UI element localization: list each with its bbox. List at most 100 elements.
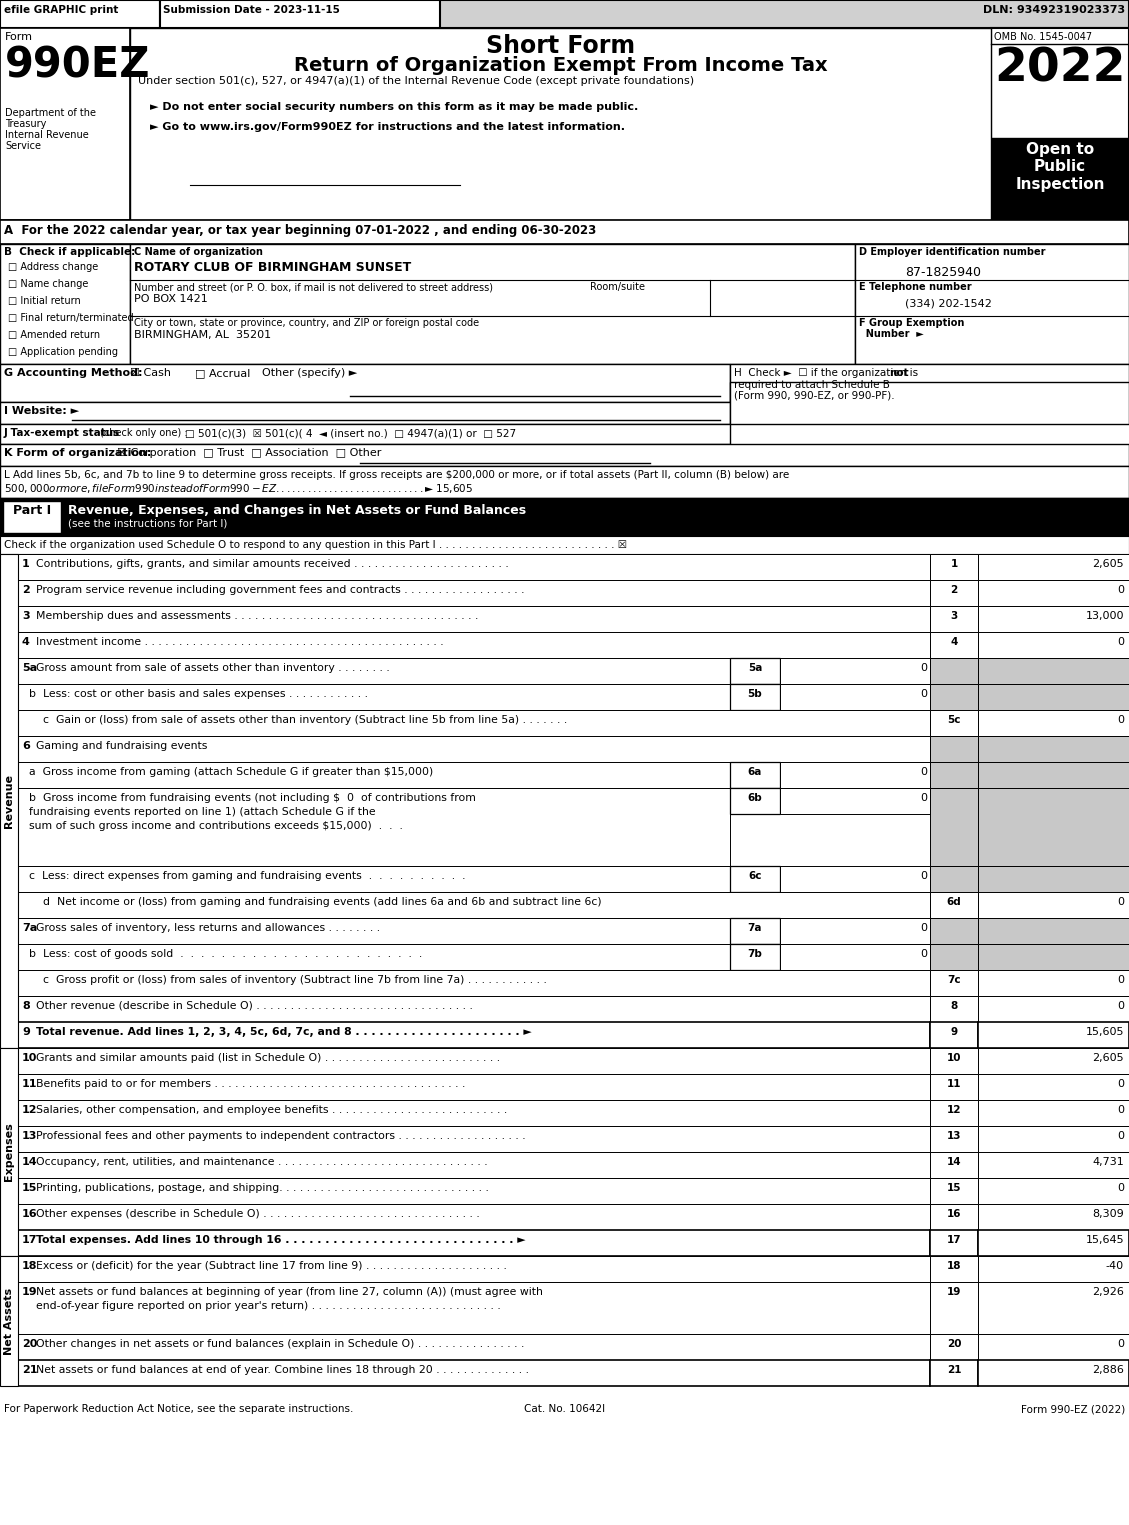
Text: 11: 11 [21, 1080, 37, 1089]
Bar [978, 554, 1129, 580]
Text: BIRMINGHAM, AL  35201: BIRMINGHAM, AL 35201 [134, 329, 271, 340]
Text: (334) 202-1542: (334) 202-1542 [905, 299, 992, 310]
Text: 0: 0 [920, 871, 927, 881]
Text: 14: 14 [947, 1157, 961, 1167]
Bar [978, 1151, 1129, 1177]
Bar [930, 1125, 978, 1151]
Text: Part I: Part I [12, 503, 51, 517]
Text: DLN: 93492319023373: DLN: 93492319023373 [983, 5, 1124, 15]
Text: Net Assets: Net Assets [5, 1287, 14, 1354]
Text: 0: 0 [920, 689, 927, 698]
Bar [18, 1022, 930, 1048]
Text: 5a: 5a [747, 663, 762, 673]
Text: $500,000 or more, file Form 990 instead of Form 990-EZ . . . . . . . . . . . . .: $500,000 or more, file Form 990 instead … [5, 482, 473, 496]
Bar [18, 554, 930, 580]
Bar [978, 1283, 1129, 1334]
Bar [978, 1100, 1129, 1125]
Text: Program service revenue including government fees and contracts . . . . . . . . : Program service revenue including govern… [36, 586, 525, 595]
Text: ► Go to www.irs.gov/Form990EZ for instructions and the latest information.: ► Go to www.irs.gov/Form990EZ for instru… [150, 122, 625, 133]
Text: Investment income . . . . . . . . . . . . . . . . . . . . . . . . . . . . . . . : Investment income . . . . . . . . . . . … [36, 637, 444, 647]
Text: 1: 1 [951, 560, 957, 569]
Text: Other (specify) ►: Other (specify) ► [262, 368, 357, 378]
Text: 8: 8 [951, 1000, 957, 1011]
Bar [930, 711, 978, 737]
Text: end-of-year figure reported on prior year's return) . . . . . . . . . . . . . . : end-of-year figure reported on prior yea… [36, 1301, 501, 1312]
Text: Revenue: Revenue [5, 775, 14, 828]
Bar [18, 1283, 930, 1334]
Text: 13,000: 13,000 [1085, 612, 1124, 621]
Text: 6: 6 [21, 741, 29, 750]
Text: 15,645: 15,645 [1085, 1235, 1124, 1244]
Bar [930, 1048, 978, 1074]
Bar [930, 1151, 978, 1177]
Bar [0, 424, 730, 444]
Text: Under section 501(c), 527, or 4947(a)(1) of the Internal Revenue Code (except pr: Under section 501(c), 527, or 4947(a)(1)… [138, 76, 694, 85]
Text: Submission Date - 2023-11-15: Submission Date - 2023-11-15 [163, 5, 340, 15]
Text: Treasury: Treasury [5, 119, 46, 130]
Text: Salaries, other compensation, and employee benefits . . . . . . . . . . . . . . : Salaries, other compensation, and employ… [36, 1106, 507, 1115]
Text: 6d: 6d [946, 897, 962, 907]
Text: City or town, state or province, country, and ZIP or foreign postal code: City or town, state or province, country… [134, 319, 479, 328]
Bar [18, 996, 930, 1022]
Text: □ Final return/terminated: □ Final return/terminated [8, 313, 133, 323]
Bar [978, 1257, 1129, 1283]
Text: For Paperwork Reduction Act Notice, see the separate instructions.: For Paperwork Reduction Act Notice, see … [5, 1405, 353, 1414]
Bar [930, 944, 978, 970]
Text: 7a: 7a [21, 923, 37, 933]
Bar [18, 657, 730, 685]
Bar [930, 657, 978, 685]
Text: 6a: 6a [747, 767, 762, 778]
Text: not: not [889, 368, 909, 378]
Bar [18, 866, 730, 892]
Text: H  Check ►  ☐ if the organization is: H Check ► ☐ if the organization is [734, 368, 921, 378]
Text: d  Net income or (loss) from gaming and fundraising events (add lines 6a and 6b : d Net income or (loss) from gaming and f… [36, 897, 602, 907]
Text: 19: 19 [21, 1287, 37, 1296]
Bar [730, 944, 780, 970]
Bar [978, 918, 1129, 944]
Text: K Form of organization:: K Form of organization: [5, 448, 151, 458]
Text: 8,309: 8,309 [1092, 1209, 1124, 1218]
Text: 13: 13 [21, 1132, 37, 1141]
Bar [0, 535, 1129, 554]
Bar [18, 1125, 930, 1151]
Bar [0, 1257, 18, 1386]
Bar [18, 970, 930, 996]
Text: Other expenses (describe in Schedule O) . . . . . . . . . . . . . . . . . . . . : Other expenses (describe in Schedule O) … [36, 1209, 480, 1218]
Text: a  Gross income from gaming (attach Schedule G if greater than $15,000): a Gross income from gaming (attach Sched… [21, 767, 434, 778]
Bar [930, 1074, 978, 1100]
Bar [978, 1125, 1129, 1151]
Bar [978, 631, 1129, 657]
Bar [780, 657, 930, 685]
Text: Revenue, Expenses, and Changes in Net Assets or Fund Balances: Revenue, Expenses, and Changes in Net As… [68, 503, 526, 517]
Text: 17: 17 [21, 1235, 37, 1244]
Text: Gross sales of inventory, less returns and allowances . . . . . . . .: Gross sales of inventory, less returns a… [36, 923, 380, 933]
Text: Form 990-EZ (2022): Form 990-EZ (2022) [1021, 1405, 1124, 1414]
Text: 10: 10 [21, 1052, 37, 1063]
Bar [18, 918, 730, 944]
Bar [18, 605, 930, 631]
Text: 13: 13 [947, 1132, 961, 1141]
Bar [780, 762, 930, 788]
Bar [18, 631, 930, 657]
Bar [3, 502, 61, 534]
Bar [18, 685, 730, 711]
Text: 0: 0 [920, 949, 927, 959]
Bar [18, 1177, 930, 1205]
Text: c  Gross profit or (loss) from sales of inventory (Subtract line 7b from line 7a: c Gross profit or (loss) from sales of i… [36, 974, 546, 985]
Text: 5b: 5b [747, 689, 762, 698]
Text: 0: 0 [1117, 897, 1124, 907]
Bar [930, 605, 978, 631]
Text: b  Less: cost or other basis and sales expenses . . . . . . . . . . . .: b Less: cost or other basis and sales ex… [21, 689, 368, 698]
Text: 0: 0 [1117, 974, 1124, 985]
Bar [730, 657, 780, 685]
Text: 2: 2 [951, 586, 957, 595]
Text: sum of such gross income and contributions exceeds $15,000)  .  .  .: sum of such gross income and contributio… [21, 820, 403, 831]
Bar [930, 631, 978, 657]
Text: 6b: 6b [747, 793, 762, 804]
Text: 4: 4 [21, 637, 29, 647]
Text: PO BOX 1421: PO BOX 1421 [134, 294, 208, 303]
Bar [780, 918, 930, 944]
Bar [18, 788, 730, 866]
Text: 7b: 7b [747, 949, 762, 959]
Text: Grants and similar amounts paid (list in Schedule O) . . . . . . . . . . . . . .: Grants and similar amounts paid (list in… [36, 1052, 500, 1063]
